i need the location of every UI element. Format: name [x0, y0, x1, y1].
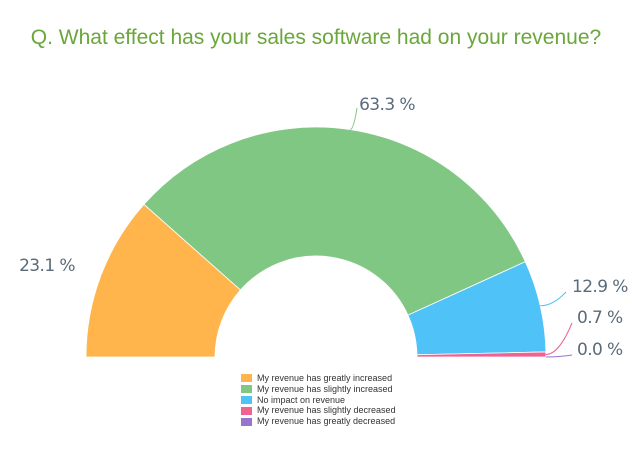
- legend-label: My revenue has slightly decreased: [257, 405, 396, 416]
- slice-my-revenue-has-greatly-increased: [85, 203, 242, 358]
- legend-item-my-revenue-has-slightly-increased: My revenue has slightly increased: [241, 384, 396, 395]
- legend: My revenue has greatly increased My reven…: [241, 373, 396, 427]
- legend-label: My revenue has greatly increased: [257, 373, 393, 383]
- legend-item-my-revenue-has-slightly-decreased: My revenue has slightly decreased: [241, 405, 396, 416]
- leader-line-no-impact-on-revenue: [540, 291, 567, 307]
- leader-line-my-revenue-has-greatly-increased: [100, 274, 104, 279]
- leader-line-my-revenue-has-slightly-increased: [350, 107, 358, 131]
- legend-swatch: [241, 374, 252, 383]
- legend-label: No impact on revenue: [257, 394, 346, 405]
- legend-label: My revenue has slightly increased: [257, 383, 393, 394]
- legend-item-my-revenue-has-greatly-decreased: My revenue has greatly decreased: [241, 416, 396, 427]
- data-label-my-revenue-has-greatly-decreased: 0.0 %: [577, 340, 623, 360]
- legend-swatch: [241, 417, 252, 426]
- legend-item-no-impact-on-revenue: No impact on revenue: [241, 395, 396, 406]
- chart-title: Q. What effect has your sales software h…: [30, 26, 602, 49]
- slice-my-revenue-has-slightly-increased: [143, 126, 526, 316]
- data-label-my-revenue-has-greatly-increased: 23.1 %: [19, 256, 75, 276]
- legend-swatch: [241, 395, 252, 404]
- data-label-my-revenue-has-slightly-decreased: 0.7 %: [577, 308, 623, 328]
- legend-label: My revenue has greatly decreased: [257, 416, 396, 427]
- data-label-no-impact-on-revenue: 12.9 %: [572, 277, 628, 297]
- data-label-my-revenue-has-slightly-increased: 63.3 %: [359, 95, 415, 115]
- slice-my-revenue-has-slightly-decreased: [416, 351, 547, 358]
- legend-swatch: [241, 406, 252, 415]
- legend-swatch: [241, 385, 252, 394]
- leader-line-my-revenue-has-greatly-decreased: [545, 354, 573, 358]
- legend-item-my-revenue-has-greatly-increased: My revenue has greatly increased: [241, 373, 396, 384]
- leader-line-my-revenue-has-slightly-decreased: [545, 322, 573, 355]
